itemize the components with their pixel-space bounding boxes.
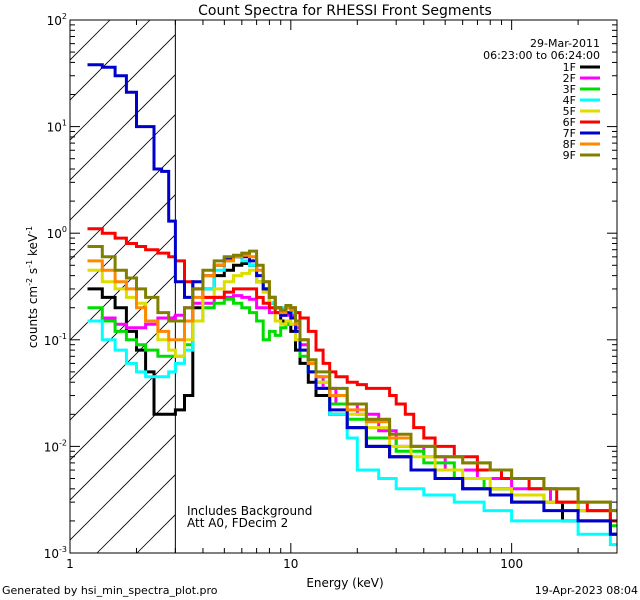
y-tick-label: 100 [47,225,67,241]
x-tick-label: 1 [66,557,74,571]
y-tick-label: 10-1 [44,332,67,348]
series-5f [87,268,617,523]
series-7f [87,63,617,536]
axis-ticks [69,19,618,554]
legend-label-3f: 3F [563,83,576,96]
hatch-line [70,274,176,381]
hatch-line [96,474,176,553]
x-tick-label: 100 [500,557,523,571]
x-tick-label: 10 [283,557,298,571]
y-tick-label: 101 [47,119,67,135]
excluded-region-hatch [70,20,176,553]
hatch-line [70,234,176,341]
annotation-attenuator: Att A0, FDecim 2 [187,516,288,530]
y-tick-label: 10-3 [44,545,67,561]
x-axis-label: Energy (keV) [306,576,383,590]
legend-label-5f: 5F [563,105,576,118]
legend-label-8f: 8F [563,138,576,151]
series-9f [87,245,617,513]
legend-label-4f: 4F [563,94,576,107]
series-3f [87,297,617,528]
hatch-line [70,74,176,181]
series-layer [87,63,617,547]
x-tick-labels: 1 10 100 [66,557,523,571]
series-2f [87,294,617,523]
hatch-line [70,434,176,541]
annotation-background: Includes Background [187,504,312,518]
time-range-label: 06:23:00 to 06:24:00 [483,49,600,62]
hatch-line [70,194,176,301]
date-label: 29-Mar-2011 [530,37,600,50]
hatch-line [70,20,111,61]
y-tick-label: 102 [47,12,67,28]
y-tick-label: 10-2 [44,438,67,454]
legend-label-2f: 2F [563,72,576,85]
y-tick-labels: 10-3 10-2 10-1 100 101 102 [44,12,67,561]
legend-label-1f: 1F [563,61,576,74]
y-axis-label: counts cm-2 s-1 keV-1 [25,226,40,348]
chart-title: Count Spectra for RHESSI Front Segments [198,3,492,19]
hatch-line [70,34,176,141]
timestamp-label: 19-Apr-2023 08:04 [535,584,638,597]
generated-by-label: Generated by hsi_min_spectra_plot.pro [2,584,218,597]
plot-frame [69,19,618,554]
legend-label-9f: 9F [563,149,576,162]
legend-label-7f: 7F [563,127,576,140]
hatch-line [70,394,176,501]
hatch-line [70,354,176,461]
legend-label-6f: 6F [563,116,576,129]
series-4f [87,255,617,547]
